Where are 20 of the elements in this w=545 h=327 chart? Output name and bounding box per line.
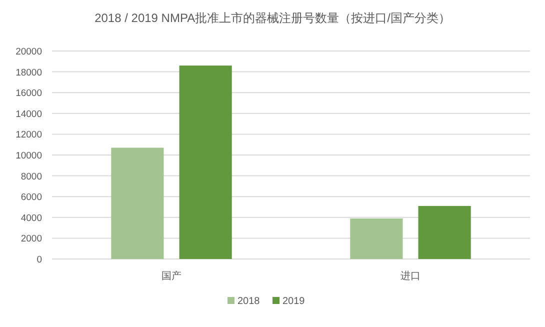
y-tick-label: 18000	[16, 67, 42, 78]
chart-title: 2018 / 2019 NMPA批准上市的器械注册号数量（按进口/国产分类）	[94, 11, 450, 25]
y-tick-label: 8000	[20, 171, 42, 182]
bar	[179, 66, 232, 259]
x-tick-label: 进口	[400, 270, 420, 282]
y-tick-label: 16000	[16, 88, 42, 100]
bar	[111, 148, 164, 259]
x-tick-label: 国产	[162, 270, 182, 282]
bar	[350, 218, 403, 259]
y-tick-label: 2000	[20, 234, 42, 245]
y-tick-label: 20000	[16, 46, 42, 58]
y-tick-label: 6000	[20, 192, 42, 204]
y-tick-label: 10000	[16, 150, 42, 162]
y-tick-label: 14000	[16, 108, 42, 120]
y-tick-label: 0	[36, 254, 42, 266]
legend-label: 2018	[238, 296, 260, 307]
y-tick-label: 12000	[16, 130, 42, 141]
y-tick-label: 4000	[20, 212, 42, 224]
legend-label: 2019	[282, 296, 306, 307]
bar	[418, 206, 471, 259]
